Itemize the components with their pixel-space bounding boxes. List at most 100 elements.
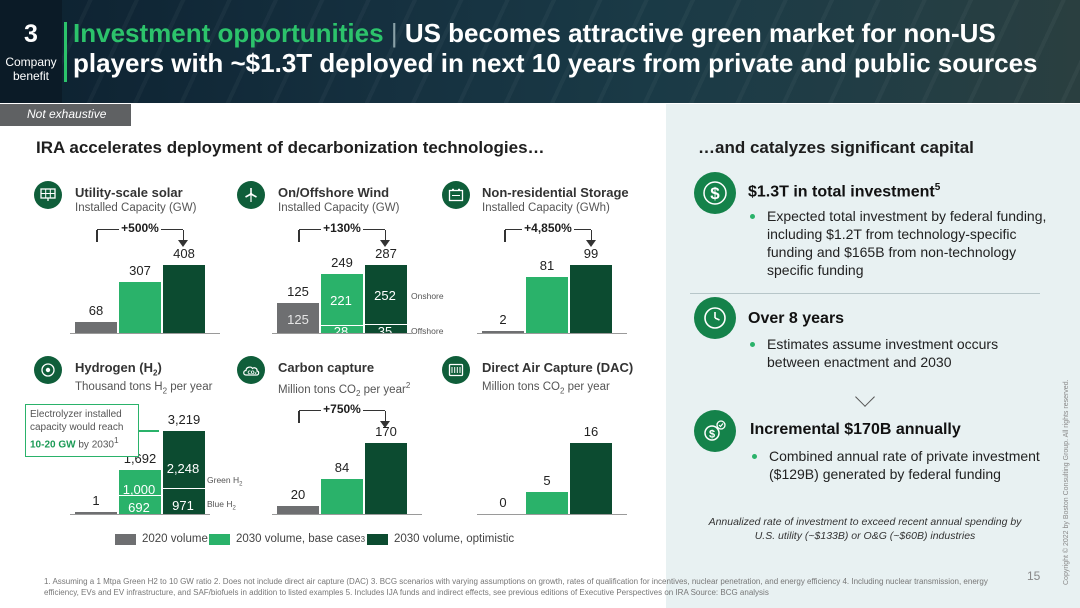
total-label-hydrogen-2020: 1	[92, 493, 100, 508]
inner-label-wind-base-on: 221	[330, 293, 352, 308]
svg-text:CO₂: CO₂	[248, 370, 257, 376]
chart-unit-solar: Installed Capacity (GW)	[75, 202, 197, 214]
growth-arrow-solar: +500%	[96, 221, 188, 247]
right-heading: …and catalyzes significant capital	[698, 138, 974, 157]
callout-connector	[139, 430, 159, 432]
investment-total-title: $1.3T in total investment5	[748, 182, 941, 201]
inner-label-h2-opt-green: 2,248	[166, 461, 200, 476]
clock-icon	[694, 297, 736, 339]
bar-solar-optimistic	[163, 265, 205, 333]
inner-label-h2-opt-blue: 971	[172, 498, 194, 513]
axis-carbon	[272, 514, 422, 515]
bar-hydrogen-optimistic-blue	[163, 488, 205, 514]
value-label-solar-2020: 68	[88, 302, 104, 318]
co2-cloud-icon: CO₂	[237, 356, 265, 384]
value-label-solar-base: 307	[129, 262, 151, 278]
electrolyzer-callout: Electrolyzer installed capacity would re…	[25, 404, 139, 457]
chart-title-carbon: Carbon capture	[278, 360, 375, 375]
series-label-blue-h2: Blue H2	[207, 499, 236, 512]
value-label-dac-base: 5	[543, 472, 551, 488]
chart-unit-hydrogen: Thousand tons H2 per year	[75, 381, 213, 396]
inner-label-h2-base-green: 1,000	[122, 482, 156, 497]
svg-text:$: $	[710, 184, 720, 203]
growth-arrow-carbon: +750%	[298, 402, 390, 428]
section-label: Company benefit	[5, 55, 57, 83]
bar-wind-optimistic-offshore	[365, 324, 407, 333]
solar-panel-icon	[34, 181, 62, 209]
inner-label-wind-opt-on: 252	[374, 288, 396, 303]
bar-wind-optimistic-onshore	[365, 265, 407, 325]
chart-title-wind: On/Offshore Wind	[278, 185, 390, 200]
inner-label-wind-base-off: 28	[333, 324, 349, 339]
value-label-carbon-2020: 20	[290, 486, 306, 502]
axis-solar	[70, 333, 220, 334]
chart-unit-dac: Million tons CO2 per year	[482, 381, 610, 396]
bar-storage-base	[526, 277, 568, 333]
value-label-solar-optimistic: 408	[173, 246, 195, 261]
value-label-storage-base: 81	[539, 258, 555, 274]
growth-label-storage: +4,850%	[522, 221, 574, 235]
value-label-dac-2020: 0	[499, 495, 507, 510]
axis-wind	[272, 333, 412, 334]
axis-storage	[477, 333, 627, 334]
footnotes: 1. Assuming a 1 Mtpa Green H2 to 10 GW r…	[44, 577, 988, 597]
legend-swatch-optimistic	[367, 533, 388, 545]
total-label-wind-base: 249	[331, 255, 353, 270]
legend-item-base: 2030 volume, base case 3	[209, 533, 365, 545]
wind-turbine-icon	[237, 181, 265, 209]
axis-hydrogen	[70, 514, 210, 515]
chart-title-storage: Non-residential Storage	[482, 185, 629, 200]
incremental-title: Incremental $170B annually	[750, 421, 961, 438]
money-growth-icon: $	[694, 410, 736, 452]
hydrogen-icon	[34, 356, 62, 384]
chart-unit-storage: Installed Capacity (GWh)	[482, 202, 610, 214]
series-label-onshore: Onshore	[411, 291, 444, 301]
legend-swatch-2020	[115, 533, 136, 545]
battery-storage-icon	[442, 181, 470, 209]
value-label-carbon-optimistic: 170	[375, 424, 397, 439]
bar-hydrogen-2020	[75, 512, 117, 514]
divider-1	[690, 293, 1040, 294]
incremental-body: Combined annual rate of private investme…	[750, 447, 1040, 483]
inner-label-wind-2020: 125	[287, 312, 309, 327]
timeframe-body: Estimates assume investment occurs betwe…	[748, 335, 1038, 371]
copyright-notice: Copyright © 2022 by Boston Consulting Gr…	[1063, 379, 1070, 585]
bar-hydrogen-base-green	[119, 470, 161, 497]
timeframe-title: Over 8 years	[748, 310, 845, 327]
legend-item-optimistic: 2030 volume, optimistic	[367, 533, 514, 545]
bar-wind-2020-onshore	[277, 303, 319, 333]
bar-solar-2020	[75, 321, 117, 333]
chart-unit-wind: Installed Capacity (GW)	[278, 202, 400, 214]
air-capture-icon	[442, 356, 470, 384]
series-label-green-h2: Green H2	[207, 475, 243, 488]
bar-solar-base	[119, 281, 161, 333]
series-label-offshore: Offshore	[411, 326, 444, 336]
chart-title-solar: Utility-scale solar	[75, 185, 183, 200]
section-marker: 3 Company benefit	[0, 0, 62, 103]
bar-hydrogen-base-blue	[119, 496, 161, 514]
chart-unit-carbon: Million tons CO2 per year2	[278, 381, 411, 399]
inner-label-wind-opt-off: 35	[377, 324, 393, 339]
growth-label-carbon: +750%	[321, 402, 363, 416]
growth-arrow-wind: +130%	[298, 221, 390, 247]
bar-wind-base-offshore	[321, 326, 363, 333]
value-label-storage-2020: 2	[499, 312, 507, 327]
bar-carbon-base	[321, 478, 363, 514]
annualized-note: Annualized rate of investment to exceed …	[708, 516, 1022, 542]
inner-label-h2-base-blue: 692	[128, 500, 150, 515]
legend-swatch-base	[209, 533, 230, 545]
value-label-storage-optimistic: 99	[583, 246, 599, 261]
dollar-icon: $	[694, 172, 736, 214]
header-banner: 3 Company benefit Investment opportuniti…	[0, 0, 1080, 103]
bar-storage-optimistic	[570, 265, 612, 333]
title-accent-bar	[64, 22, 67, 82]
value-label-carbon-base: 84	[334, 459, 350, 475]
page-number: 15	[1027, 569, 1041, 583]
section-number: 3	[24, 20, 38, 48]
left-heading: IRA accelerates deployment of decarboniz…	[36, 138, 545, 157]
bar-hydrogen-optimistic-green	[163, 431, 205, 489]
axis-dac	[477, 514, 627, 515]
header-texture	[0, 0, 1080, 103]
svg-text:$: $	[709, 429, 715, 441]
chart-title-dac: Direct Air Capture (DAC)	[482, 360, 634, 375]
